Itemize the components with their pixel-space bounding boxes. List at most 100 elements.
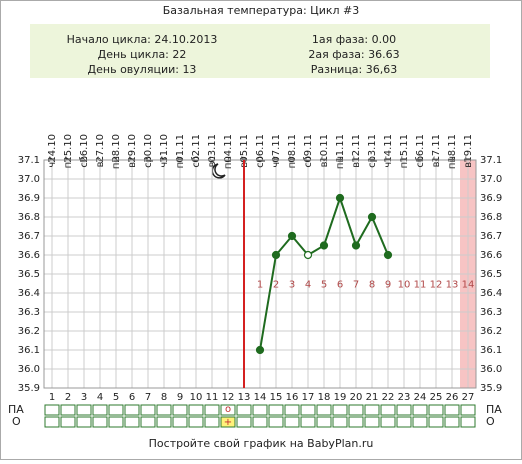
o-cell xyxy=(124,416,140,428)
x-tick-label: 26 xyxy=(446,392,459,403)
y-tick-label: 36.9 xyxy=(480,193,502,204)
o-cell xyxy=(396,416,412,428)
weekday-label: вт xyxy=(463,156,474,168)
weekday-label: вт xyxy=(127,156,138,168)
date-label: 05.11 xyxy=(239,134,250,163)
date-label: 15.11 xyxy=(399,134,410,163)
pa-cell xyxy=(108,404,124,416)
y-tick-label: 35.9 xyxy=(480,383,502,394)
phase-day-label: 1 xyxy=(257,280,263,291)
pa-cell xyxy=(444,404,460,416)
o-mark: + xyxy=(224,417,232,428)
x-tick-label: 4 xyxy=(97,392,103,403)
x-tick-label: 1 xyxy=(49,392,55,403)
temperature-point xyxy=(351,241,361,250)
x-tick-label: 12 xyxy=(222,392,235,403)
y-tick-label: 36.6 xyxy=(480,250,502,261)
o-cell xyxy=(316,416,332,428)
date-label: 10.11 xyxy=(319,134,330,163)
y-tick-label: 36.0 xyxy=(18,364,40,375)
date-label: 28.10 xyxy=(111,134,122,163)
x-tick-label: 20 xyxy=(350,392,363,403)
pa-cell xyxy=(380,404,396,416)
y-tick-label: 36.7 xyxy=(480,231,502,242)
pa-cell xyxy=(364,404,380,416)
pa-cell xyxy=(460,404,476,416)
pa-cell xyxy=(188,404,204,416)
phase-day-label: 6 xyxy=(337,280,343,291)
pa-cell xyxy=(156,404,172,416)
y-tick-label: 36.0 xyxy=(480,364,502,375)
o-cell xyxy=(444,416,460,428)
o-cell xyxy=(92,416,108,428)
y-tick-label: 35.9 xyxy=(18,383,40,394)
phase-day-label: 7 xyxy=(353,280,359,291)
o-cell xyxy=(412,416,428,428)
o-cell xyxy=(60,416,76,428)
temperature-point xyxy=(287,231,297,241)
date-label: 09.11 xyxy=(303,134,314,163)
y-tick-label: 36.3 xyxy=(18,307,40,318)
date-label: 24.10 xyxy=(47,134,58,163)
y-tick-label: 37.0 xyxy=(480,174,502,185)
weekday-label: чт xyxy=(383,156,394,168)
weekday-label: чт xyxy=(47,156,58,168)
y-tick-label: 36.8 xyxy=(18,212,40,223)
temperature-point xyxy=(303,250,313,260)
x-tick-label: 15 xyxy=(270,392,283,403)
o-cell xyxy=(172,416,188,428)
phase-day-label: 14 xyxy=(462,280,475,291)
date-label: 31.10 xyxy=(159,134,170,163)
x-tick-label: 17 xyxy=(302,392,315,403)
phase-day-label: 8 xyxy=(369,280,375,291)
weekday-label: вс xyxy=(95,156,106,167)
weekday-label: пт xyxy=(63,156,74,169)
x-tick-label: 22 xyxy=(382,392,395,403)
temperature-point xyxy=(255,345,265,355)
weekday-label: сб xyxy=(415,156,426,168)
pa-cell xyxy=(140,404,156,416)
weekday-label: вс xyxy=(207,156,218,167)
phase-day-label: 5 xyxy=(321,280,327,291)
x-tick-label: 16 xyxy=(286,392,299,403)
row-label: ПА xyxy=(8,403,24,416)
date-label: 01.11 xyxy=(175,134,186,163)
y-tick-label: 36.4 xyxy=(480,288,502,299)
o-cell xyxy=(428,416,444,428)
date-label: 16.11 xyxy=(415,134,426,163)
date-label: 18.11 xyxy=(447,134,458,163)
weekday-label: пн xyxy=(447,156,458,169)
x-tick-label: 2 xyxy=(65,392,71,403)
pa-cell xyxy=(60,404,76,416)
phase-day-label: 4 xyxy=(305,280,311,291)
y-tick-label: 36.5 xyxy=(18,269,40,280)
info: Разница: 36,63 xyxy=(311,63,398,76)
o-cell xyxy=(44,416,60,428)
x-tick-label: 23 xyxy=(398,392,411,403)
weekday-label: вт xyxy=(351,156,362,168)
weekday-label: пн xyxy=(335,156,346,169)
o-cell xyxy=(380,416,396,428)
weekday-label: пн xyxy=(223,156,234,169)
phase-day-label: 10 xyxy=(398,280,411,291)
plot-border xyxy=(43,159,477,389)
o-cell xyxy=(252,416,268,428)
y-tick-label: 37.1 xyxy=(480,155,502,166)
phase-day-label: 2 xyxy=(273,280,279,291)
pa-mark: o xyxy=(225,404,231,415)
o-cell xyxy=(188,416,204,428)
weekday-label: чт xyxy=(159,156,170,168)
y-tick-label: 36.6 xyxy=(18,250,40,261)
pa-cell xyxy=(172,404,188,416)
weekday-label: сб xyxy=(79,156,90,168)
weekday-label: пт xyxy=(287,156,298,169)
o-cell xyxy=(108,416,124,428)
date-label: 17.11 xyxy=(431,134,442,163)
info: Начало цикла: 24.10.2013 xyxy=(67,33,218,46)
info: День цикла: 22 xyxy=(98,48,187,61)
weekday-label: пн xyxy=(111,156,122,169)
x-tick-label: 6 xyxy=(129,392,135,403)
y-tick-label: 36.2 xyxy=(480,326,502,337)
row-label: ПА xyxy=(486,403,502,416)
